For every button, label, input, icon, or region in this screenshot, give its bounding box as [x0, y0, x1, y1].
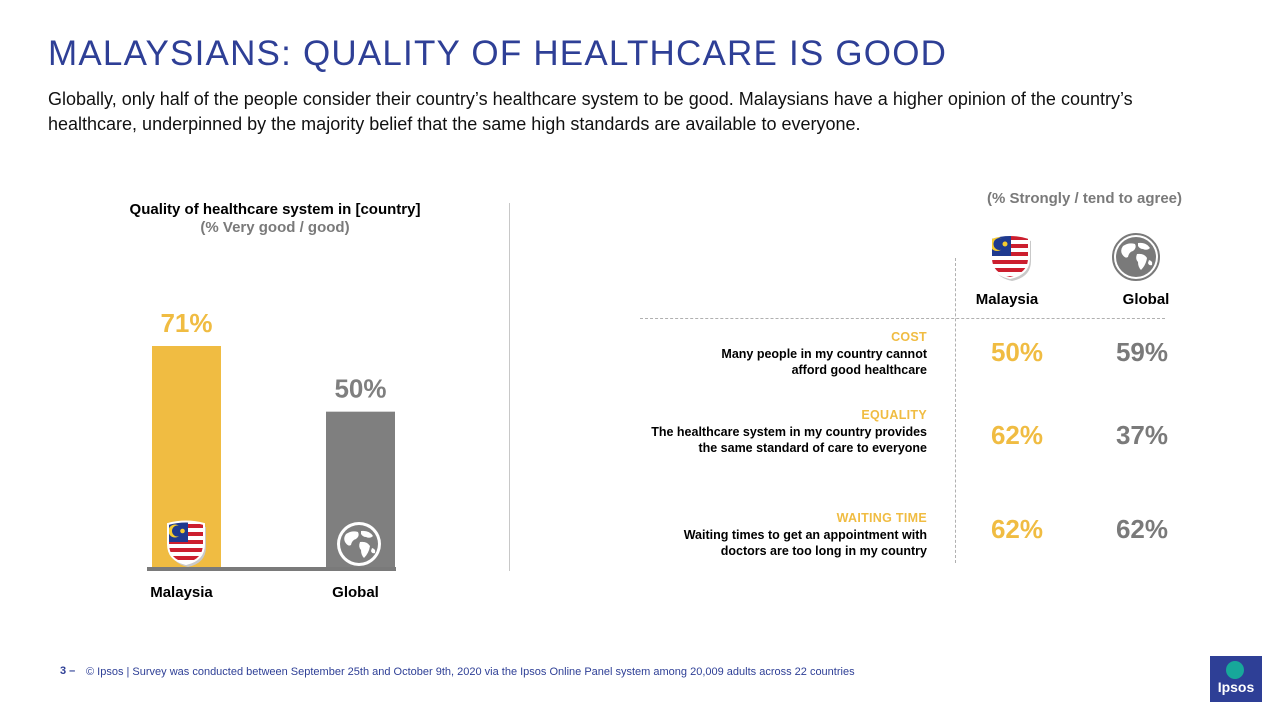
section-divider [509, 203, 510, 571]
chart-title: Quality of healthcare system in [country… [129, 201, 421, 218]
row-description-cost: Many people in my country cannot afford … [721, 347, 927, 377]
value-malaysia-equality: 62% [990, 420, 1044, 450]
row-description-waiting-time: Waiting times to get an appointment with… [683, 528, 927, 558]
agreement-note: (% Strongly / tend to agree) [986, 190, 1182, 207]
column-divider [955, 258, 956, 563]
value-malaysia-cost: 50% [990, 337, 1044, 367]
row-category-cost: COST [891, 330, 927, 344]
bar-chart: 71% Malaysia 50% Global [147, 308, 396, 601]
page-number: 3 – [60, 665, 76, 677]
data-label-malaysia: 71% [160, 308, 212, 338]
column-header-malaysia: Malaysia [975, 291, 1039, 308]
globe-icon [1112, 233, 1160, 281]
page-subtitle: Globally, only half of the people consid… [48, 89, 1133, 134]
malaysia-flag-icon [167, 520, 206, 567]
malaysia-flag-icon [990, 234, 1031, 281]
value-malaysia-waiting-time: 62% [990, 514, 1044, 544]
category-label-global: Global [332, 584, 379, 601]
row-description-equality: The healthcare system in my country prov… [651, 425, 927, 455]
x-axis-baseline [147, 567, 396, 571]
row-category-waiting-time: WAITING TIME [836, 511, 927, 525]
globe-icon [337, 522, 381, 566]
chart-subtitle: (% Very good / good) [200, 219, 350, 236]
value-global-equality: 37% [1115, 420, 1169, 450]
value-global-waiting-time: 62% [1115, 514, 1169, 544]
ipsos-logo: Ipsos [1210, 656, 1262, 702]
page-title: MALAYSIANS: QUALITY OF HEALTHCARE IS GOO… [48, 34, 948, 73]
ipsos-logo-mark-icon [1226, 661, 1244, 679]
column-header-global: Global [1122, 291, 1170, 308]
footer-note: © Ipsos | Survey was conducted between S… [86, 666, 855, 678]
value-global-cost: 59% [1115, 337, 1169, 367]
category-label-malaysia: Malaysia [150, 584, 213, 601]
row-category-equality: EQUALITY [861, 408, 927, 422]
data-label-global: 50% [334, 374, 386, 404]
ipsos-logo-text: Ipsos [1217, 679, 1255, 695]
header-divider [640, 318, 1165, 319]
